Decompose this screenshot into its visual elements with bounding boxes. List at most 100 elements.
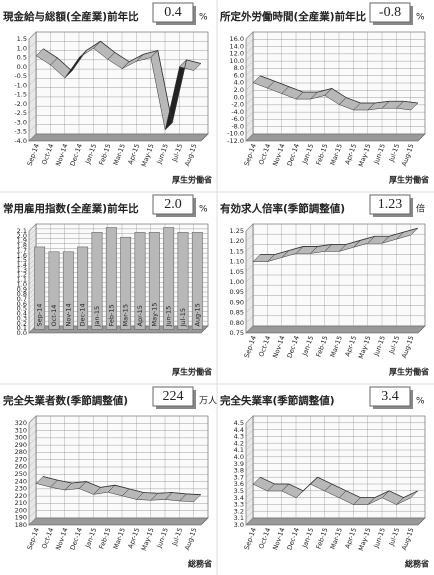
x-tick-label: Sep-14 — [243, 335, 258, 359]
bar — [120, 236, 132, 330]
x-tick-label: Aug-15 — [183, 143, 198, 168]
x-tick-label: Apr-15 — [343, 335, 358, 358]
side-grid — [245, 511, 254, 519]
category-label: Feb-15 — [107, 304, 115, 326]
bar — [148, 232, 160, 330]
x-tick-label: Feb-15 — [315, 335, 330, 359]
source: 総務省 — [405, 559, 429, 569]
side-grid — [245, 415, 254, 424]
side-grid — [28, 31, 37, 40]
y-tick-label: 0.95 — [230, 288, 244, 296]
x-tick-label: Aug-15 — [400, 335, 415, 360]
bar — [34, 246, 46, 330]
side-grid — [245, 223, 254, 232]
side-grid — [245, 422, 254, 430]
y-tick-label: 4.4 — [234, 426, 244, 434]
y-tick-label: 1.4 — [17, 261, 27, 269]
y-tick-label: 0.85 — [230, 309, 244, 317]
y-tick-label: 3.2 — [234, 507, 244, 515]
category-label: Nov-14 — [64, 303, 72, 326]
y-tick-label: 200 — [15, 506, 27, 514]
x-tick-label: Dec-14 — [68, 527, 83, 552]
side-grid — [28, 115, 37, 123]
floor — [245, 133, 426, 142]
x-tick-label: Mar-15 — [329, 143, 344, 167]
side-grid — [245, 97, 254, 105]
y-tick-label: 180 — [15, 521, 27, 529]
category-label: May-15 — [150, 303, 158, 327]
chart-panel: 所定外労働時間(全産業)前年比 -0.8 %厚生労働省-12.0-10.0-8.0-… — [220, 2, 429, 185]
x-tick-label: Jan-15 — [83, 527, 98, 550]
chart-title: 有効求人倍率(季節調整値) — [220, 202, 345, 215]
line — [42, 40, 201, 123]
y-tick-label: 220 — [15, 492, 27, 500]
y-tick-label: 0.0 — [234, 93, 244, 101]
y-tick-label: 1.10 — [230, 258, 244, 266]
side-grid — [245, 325, 254, 334]
side-grid — [245, 244, 254, 252]
side-grid — [28, 474, 37, 482]
side-grid — [245, 31, 254, 40]
x-tick-label: Jun-15 — [372, 527, 387, 550]
bar — [105, 227, 117, 330]
side-grid — [245, 456, 254, 464]
side-grid — [245, 82, 254, 91]
side-grid — [28, 430, 37, 438]
source: 厚生労働省 — [172, 367, 212, 377]
y-tick-label: -1.5 — [14, 91, 27, 99]
x-tick-label: May-15 — [357, 335, 373, 360]
side-grid — [28, 87, 37, 95]
bar — [134, 232, 146, 330]
side-grid — [245, 234, 254, 242]
y-tick-label: 0.2 — [17, 319, 27, 327]
side-grid — [245, 254, 254, 262]
source: 厚生労働省 — [389, 367, 429, 377]
y-tick-label: 290 — [15, 441, 27, 449]
y-tick-label: -3.0 — [14, 118, 27, 126]
unit: % — [199, 13, 208, 23]
bar — [62, 251, 74, 330]
bar — [91, 232, 103, 330]
value-box-text: -0.8 — [379, 5, 401, 20]
side-grid — [245, 305, 254, 313]
y-tick-label: 1.05 — [230, 268, 244, 276]
y-tick-label: 0.0 — [17, 329, 27, 337]
chart-title: 常用雇用指数(全産業)前年比 — [3, 202, 139, 215]
y-tick-label: 4.3 — [234, 433, 244, 441]
bar — [163, 227, 175, 330]
y-tick-label: 230 — [15, 485, 27, 493]
x-tick-label: Nov-14 — [54, 143, 69, 167]
side-grid — [245, 61, 254, 69]
side-grid — [28, 517, 37, 526]
y-tick-label: 1.6 — [17, 251, 27, 259]
unit: 万人 — [199, 396, 217, 407]
x-tick-label: Mar-15 — [112, 527, 127, 551]
x-tick-label: Aug-15 — [400, 143, 415, 168]
side-grid — [245, 449, 254, 458]
chart-title: 完全失業者数(季節調整値) — [3, 394, 128, 407]
side-grid — [245, 285, 254, 293]
y-tick-label: -12.0 — [227, 137, 244, 145]
x-tick-label: May-15 — [140, 527, 156, 552]
value-box-text: 1.23 — [378, 197, 403, 212]
value-box — [152, 194, 194, 215]
floor — [245, 325, 426, 334]
x-tick-label: Nov-14 — [271, 527, 286, 551]
side-grid — [245, 46, 254, 54]
y-tick-label: 10.0 — [230, 57, 244, 65]
side-grid — [28, 59, 37, 67]
side-grid — [28, 459, 37, 467]
side-grid — [245, 264, 254, 272]
x-tick-label: Nov-14 — [271, 335, 286, 359]
side-grid — [245, 53, 254, 61]
y-tick-label: -0.5 — [14, 72, 27, 80]
side-grid — [28, 96, 37, 105]
x-tick-label: Jan-15 — [300, 335, 315, 358]
x-tick-label: Aug-15 — [183, 527, 198, 552]
side-grid — [28, 445, 37, 453]
bar — [48, 251, 60, 330]
side-grid — [28, 78, 37, 86]
side-grid — [245, 126, 254, 134]
